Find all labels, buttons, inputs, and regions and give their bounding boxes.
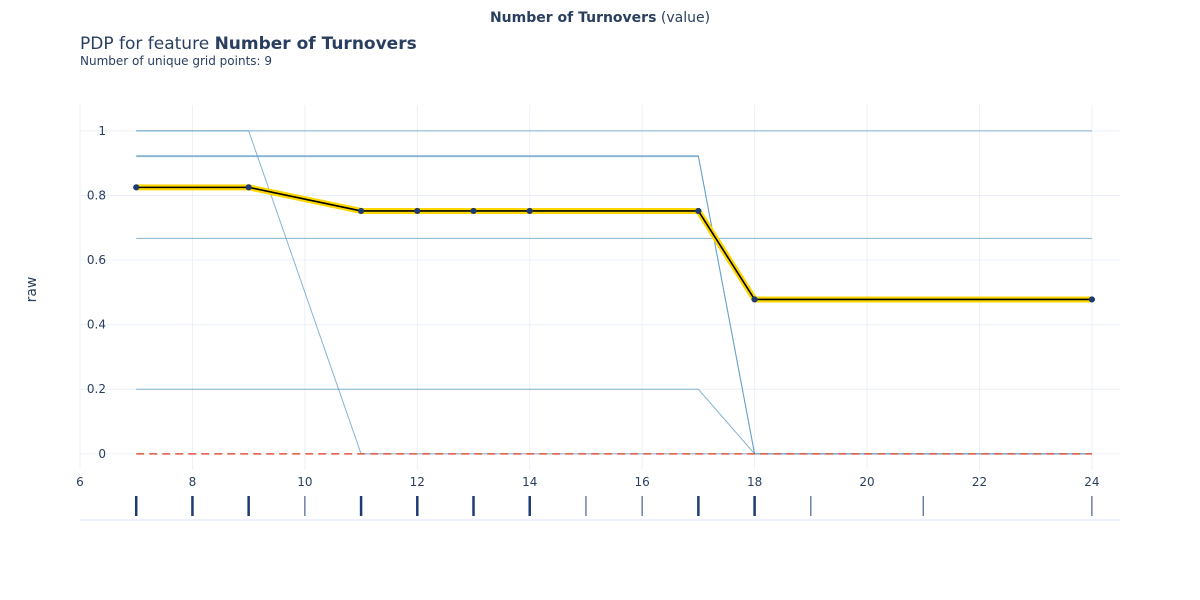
pdp-point [751,296,758,303]
y-tick-label: 0.2 [87,382,106,396]
y-tick-label: 0.4 [87,318,106,332]
top-title-suffix: (value) [660,10,711,26]
grid-layer [79,105,1120,470]
pdp-point [133,184,140,191]
x-tick-label: 24 [1084,475,1099,489]
pdp-line-layer [133,184,1095,303]
x-tick-label: 6 [76,475,84,489]
top-title-feature: Number of Turnovers [489,10,657,26]
y-tick-label: 1 [98,124,106,138]
ice-line [136,156,1092,455]
ice-line [136,388,1092,455]
pdp-point [245,184,252,191]
x-tick-label: 8 [189,475,197,489]
pdp-band [136,184,1092,303]
y-axis-label: raw [24,277,40,303]
y-tick-label: 0.6 [87,253,106,267]
rug-plot [80,496,1120,521]
x-tick-label: 12 [410,475,425,489]
pdp-subtitle: Number of unique grid points: 9 [80,54,273,68]
x-tick-label: 16 [635,475,650,489]
ice-lines [136,130,1092,455]
x-tick-label: 14 [522,475,537,489]
x-tick-label: 10 [297,475,312,489]
pdp-point [695,207,702,215]
pdp-title: PDP for feature Number of Turnovers [80,34,417,54]
top-title: Number of Turnovers (value) [0,10,1200,26]
x-tick-label: 18 [747,475,762,489]
axis-layer: 6 8 10 12 14 16 18 20 22 24 0 0.2 0.4 0.6 0.8 1 raw [24,124,1100,489]
pdp-title-prefix: PDP for feature [80,34,210,54]
pdp-point [526,207,533,215]
pdp-line [136,186,1092,301]
pdp-point [470,207,477,215]
pdp-title-feature: Number of Turnovers [214,34,417,54]
pdp-point [357,207,365,215]
y-tick-label: 0 [98,447,106,461]
y-tick-label: 0.8 [87,188,106,202]
ice-line [136,155,1092,455]
x-tick-label: 20 [859,475,874,489]
pdp-point [414,207,421,215]
pdp-point [1088,296,1095,303]
ice-line [136,130,1092,455]
x-tick-label: 22 [972,475,987,489]
